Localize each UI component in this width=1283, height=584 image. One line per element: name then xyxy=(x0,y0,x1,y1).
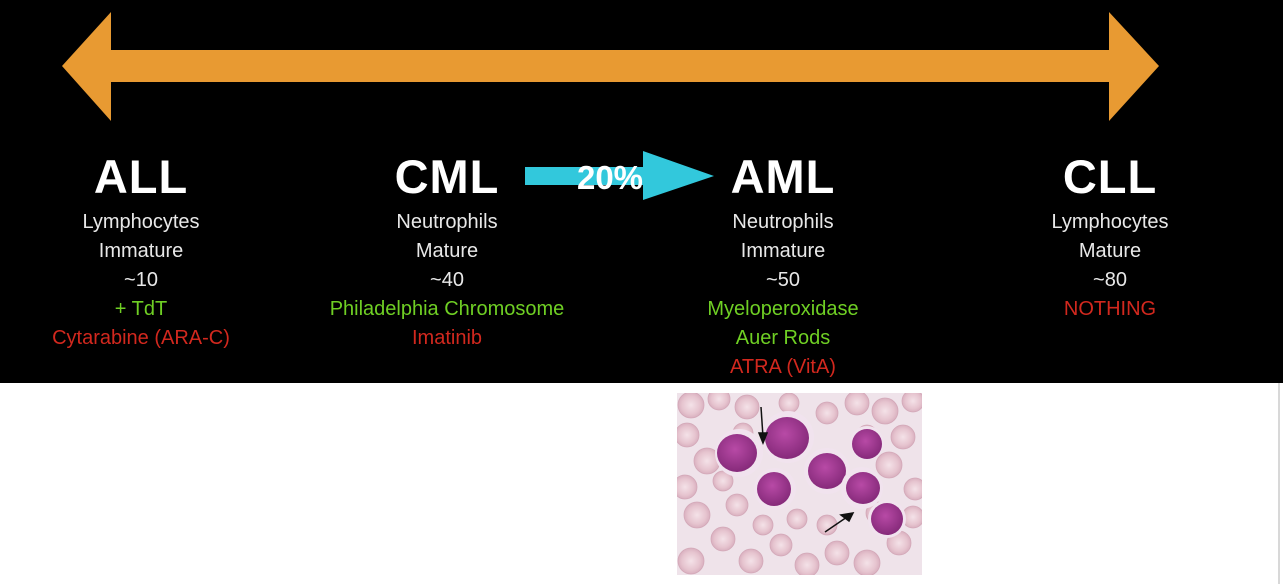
leukemia-column-all: ALL Lymphocytes Immature ~10 + TdT Cytar… xyxy=(0,150,311,353)
blood-smear-image xyxy=(677,393,922,575)
page-edge-divider xyxy=(1278,383,1280,584)
marker: Myeloperoxidase xyxy=(707,298,859,320)
spectrum-arrow-graphic xyxy=(62,12,1159,200)
maturity: Immature xyxy=(98,240,184,262)
treatment: NOTHING xyxy=(1063,298,1157,320)
blast-cells xyxy=(715,411,906,538)
annotation-arrows xyxy=(757,406,855,533)
marker: Auer Rods xyxy=(735,327,831,349)
treatment: Cytarabine (ARA-C) xyxy=(52,327,230,349)
typical-age: ~40 xyxy=(430,269,464,291)
cell-type: Neutrophils xyxy=(396,211,498,233)
cell-type: Lymphocytes xyxy=(1051,211,1169,233)
cell-type: Lymphocytes xyxy=(82,211,200,233)
arrow-icon xyxy=(824,516,848,533)
right-arrow-icon xyxy=(525,151,714,200)
treatment: Imatinib xyxy=(411,327,483,349)
transition-percentage: 20% xyxy=(576,159,644,196)
red-blood-cells xyxy=(677,393,922,575)
marker: Philadelphia Chromosome xyxy=(329,298,565,320)
column-title: AML xyxy=(730,150,836,203)
typical-age: ~10 xyxy=(124,269,158,291)
marker: + TdT xyxy=(114,298,168,320)
treatment: ATRA (VitA) xyxy=(730,356,836,378)
leukemia-column-cll: CLL Lymphocytes Mature ~80 NOTHING xyxy=(940,150,1280,324)
arrow-icon xyxy=(760,406,764,438)
typical-age: ~80 xyxy=(1093,269,1127,291)
maturity: Immature xyxy=(740,240,826,262)
slide-panel: 20% ALL Lymphocytes Immature ~10 + TdT C… xyxy=(0,0,1283,383)
maturity: Mature xyxy=(415,240,479,262)
blood-smear-micrograph xyxy=(677,393,922,575)
leukemia-column-aml: AML Neutrophils Immature ~50 Myeloperoxi… xyxy=(613,150,953,382)
leukemia-column-cml: CML Neutrophils Mature ~40 Philadelphia … xyxy=(277,150,617,353)
column-title: ALL xyxy=(93,150,189,203)
column-title: CML xyxy=(394,150,500,203)
maturity: Mature xyxy=(1078,240,1142,262)
column-title: CLL xyxy=(1062,150,1158,203)
double-headed-arrow-icon xyxy=(62,12,1159,121)
typical-age: ~50 xyxy=(766,269,800,291)
cell-type: Neutrophils xyxy=(732,211,834,233)
